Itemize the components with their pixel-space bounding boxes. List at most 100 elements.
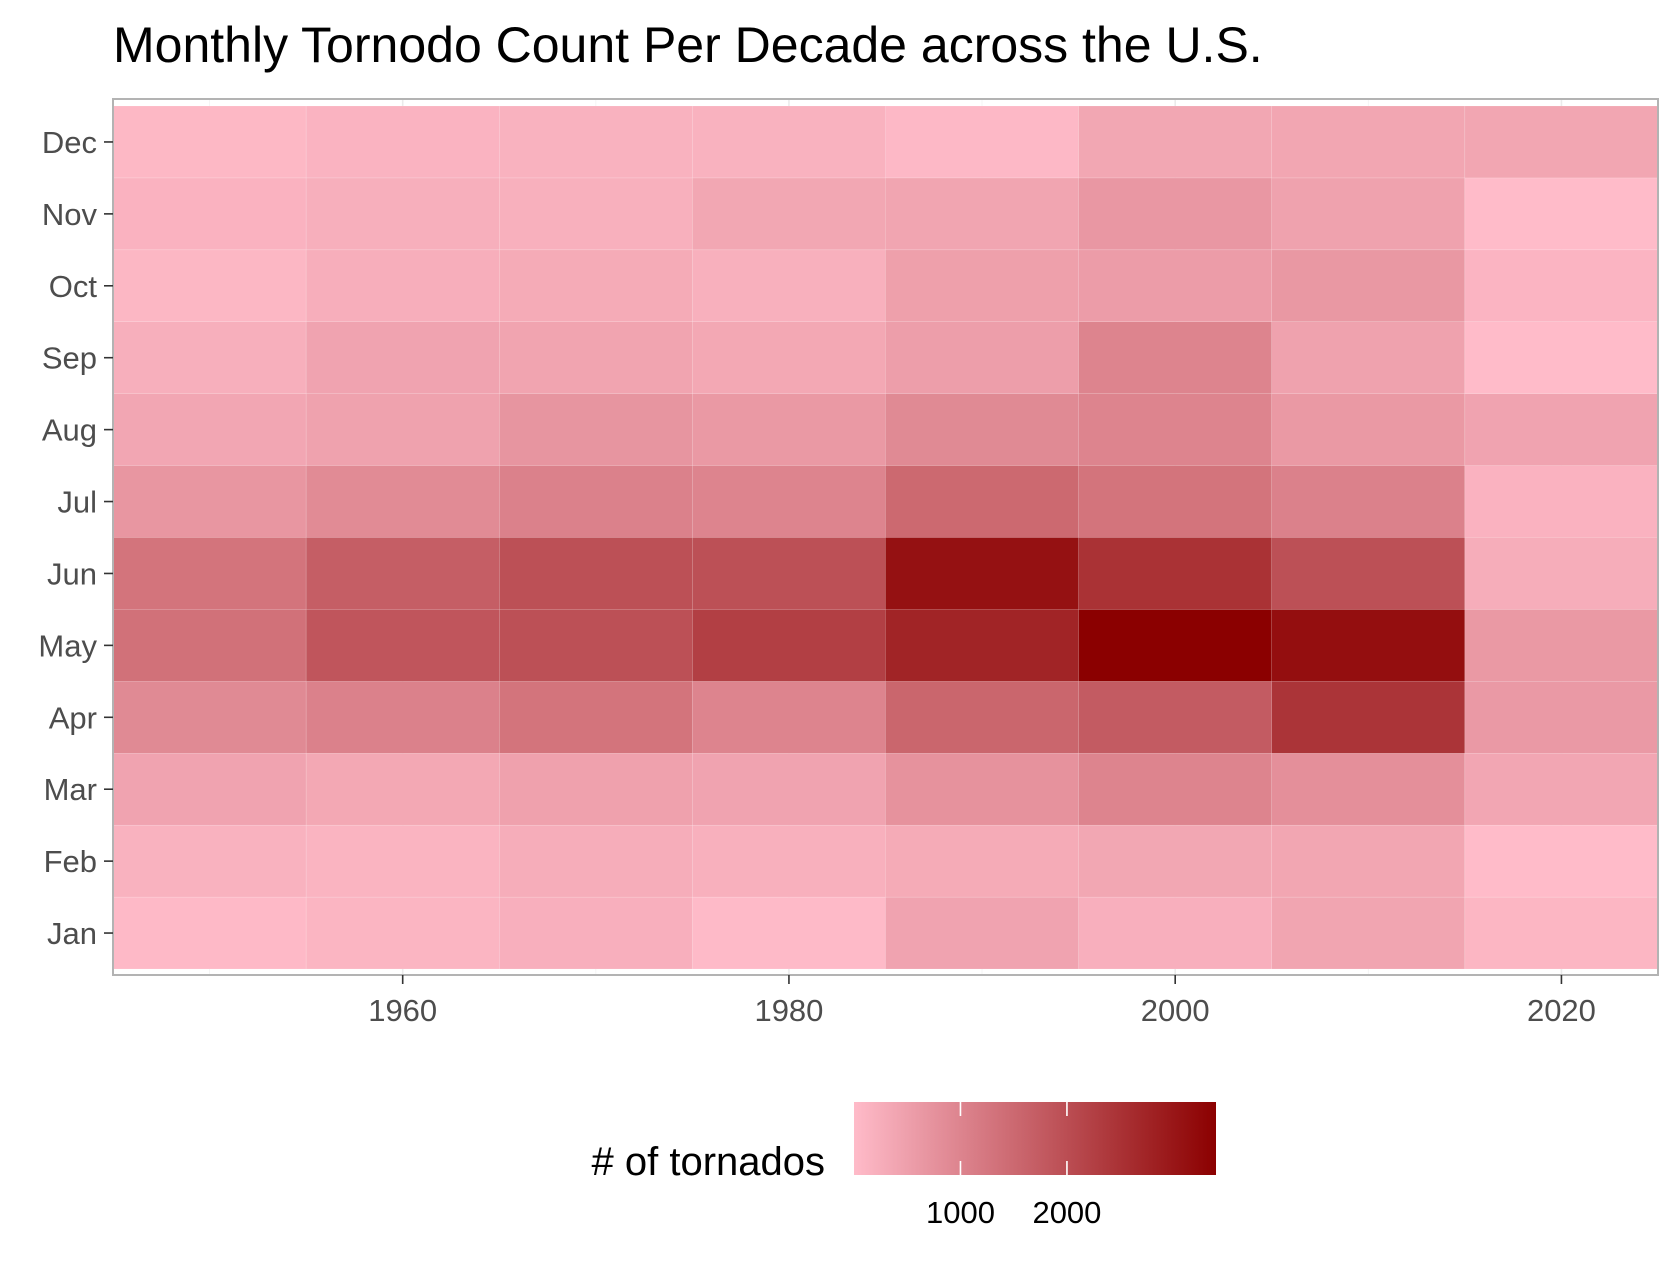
- heatmap-cell: Oct 2020s: 120: [1464, 249, 1659, 322]
- heatmap-cell: Nov 2010s: 460: [1271, 177, 1466, 251]
- x-tick-label: 2020: [1527, 993, 1596, 1028]
- y-tick-label: May: [38, 628, 97, 663]
- heatmap-cell: Feb 2000s: 370: [1078, 824, 1272, 898]
- heatmap-cell: Jun 1950s: 1300: [112, 537, 307, 610]
- heatmap-cell: Sep 2010s: 460: [1271, 321, 1466, 394]
- heatmap-cell: Apr 1970s: 1300: [499, 681, 693, 754]
- heatmap-cell: Dec 2010s: 390: [1271, 105, 1466, 179]
- heatmap-cell: Nov 1990s: 400: [885, 177, 1079, 251]
- heatmap-cell: Aug 1950s: 380: [112, 393, 307, 466]
- heatmap-cell: Dec 1960s: 140: [305, 105, 500, 179]
- heatmap-cell: Jun 2020s: 260: [1464, 537, 1659, 610]
- heatmap-cell: Jun 1970s: 1950: [499, 537, 693, 610]
- heatmap-cell: Dec 2000s: 370: [1078, 105, 1272, 179]
- chart-title: Monthly Tornodo Count Per Decade across …: [113, 17, 1263, 73]
- heatmap-cell: Feb 1990s: 300: [885, 824, 1079, 898]
- color-legend: # of tornados 1000 2000: [592, 1102, 1216, 1230]
- x-axis: 1960 1980 2000 2020: [368, 975, 1596, 1028]
- heatmap-cell: Aug 1960s: 460: [305, 393, 500, 466]
- heatmap-cell: Jun 1980s: 1950: [692, 537, 886, 610]
- heatmap-cell: Oct 2010s: 640: [1271, 249, 1466, 322]
- heatmap-cell: Apr 2000s: 1750: [1078, 681, 1272, 754]
- y-tick-label: Jun: [47, 556, 97, 591]
- heatmap-cell: Nov 1950s: 160: [112, 177, 307, 251]
- heatmap-cell: Nov 1960s: 220: [305, 177, 500, 251]
- heatmap-cell: Dec 1990s: 50: [885, 105, 1079, 179]
- heatmap-cell: Sep 1950s: 220: [112, 321, 307, 394]
- y-axis: Jan Feb Mar Apr May Jun Jul Aug Sep Oct Nov Dec: [38, 125, 113, 951]
- heatmap-cell: Nov 2000s: 650: [1078, 177, 1272, 251]
- y-tick-label: Feb: [44, 844, 97, 879]
- heatmap-cell: Mar 1980s: 430: [692, 753, 886, 826]
- heatmap-cell: Aug 1980s: 620: [692, 393, 886, 466]
- heatmap-cell: Nov 2020s: 0: [1464, 177, 1659, 251]
- heatmap-cell: Sep 2020s: 0: [1464, 321, 1659, 394]
- legend-tick-label: 1000: [926, 1195, 995, 1230]
- heatmap-cell: Mar 2000s: 1000: [1078, 753, 1272, 826]
- heatmap-cell: Oct 1970s: 300: [499, 249, 693, 322]
- heatmap-cell: Dec 1970s: 170: [499, 105, 693, 179]
- heatmap-cell: Sep 1980s: 350: [692, 321, 886, 394]
- heatmap-cell: Mar 2020s: 380: [1464, 753, 1659, 826]
- heatmap-cell: Mar 1970s: 480: [499, 753, 693, 826]
- y-tick-label: Oct: [49, 269, 98, 304]
- heatmap-cell: Apr 1990s: 1550: [885, 681, 1079, 754]
- y-tick-label: Apr: [49, 700, 97, 735]
- heatmap-cell: May 1970s: 1950: [499, 609, 693, 682]
- heatmap-cell: May 1960s: 1850: [305, 609, 500, 682]
- x-tick-label: 2000: [1141, 993, 1210, 1028]
- heatmap-cell: Oct 1990s: 500: [885, 249, 1079, 322]
- heatmap-cell: Oct 2000s: 560: [1078, 249, 1272, 322]
- heatmap-cell: Dec 1950s: 60: [112, 105, 307, 179]
- heatmap-cell: Aug 2010s: 620: [1271, 393, 1466, 466]
- heatmap-cell: Jan 1970s: 210: [499, 896, 693, 970]
- legend-colorbar: [854, 1102, 1216, 1175]
- heatmap-cell: Jul 2020s: 160: [1464, 465, 1659, 538]
- heatmap-cell: Mar 1960s: 350: [305, 753, 500, 826]
- heatmap-cell: Jun 1990s: 3100: [885, 537, 1079, 610]
- heatmap-cell: Apr 1980s: 1000: [692, 681, 886, 754]
- heatmap-cell: Feb 1980s: 200: [692, 824, 886, 898]
- heatmap-cell: Aug 1970s: 690: [499, 393, 693, 466]
- x-tick-label: 1960: [368, 993, 437, 1028]
- heatmap-cell: May 1950s: 1350: [112, 609, 307, 682]
- heatmap-cell: Mar 1950s: 430: [112, 753, 307, 826]
- y-tick-label: Sep: [42, 341, 97, 376]
- heatmap-cell: Feb 1960s: 135: [305, 824, 500, 898]
- heatmap-cell: Apr 2010s: 2450: [1271, 681, 1466, 754]
- heatmap-cell: Mar 1990s: 740: [885, 753, 1079, 826]
- heatmap-cell: Apr 1960s: 1050: [305, 681, 500, 754]
- heatmap-cell: Jul 1990s: 1500: [885, 465, 1079, 538]
- heatmap-cell: May 2020s: 620: [1464, 609, 1659, 682]
- heatmap-cell: Sep 1990s: 520: [885, 321, 1079, 394]
- legend-tick-label: 2000: [1032, 1195, 1101, 1230]
- heatmap-cell: Aug 2000s: 1000: [1078, 393, 1272, 466]
- heatmap-cell: Nov 1980s: 370: [692, 177, 886, 251]
- y-tick-label: Dec: [42, 125, 97, 160]
- heatmap-cell: Sep 2000s: 1000: [1078, 321, 1272, 394]
- heatmap-cell: Jul 2010s: 1050: [1271, 465, 1466, 538]
- heatmap-cell: Oct 1960s: 230: [305, 249, 500, 322]
- heatmap-cell: Jan 1990s: 430: [885, 896, 1079, 970]
- heatmap-cell: Jan 2020s: 100: [1464, 896, 1659, 970]
- heatmap-cell: May 1990s: 2750: [885, 609, 1079, 682]
- heatmap-cell: Aug 2020s: 430: [1464, 393, 1659, 466]
- y-tick-label: Mar: [44, 772, 97, 807]
- heatmap-cell: Oct 1950s: 80: [112, 249, 307, 322]
- heatmap-cell: Jul 1960s: 880: [305, 465, 500, 538]
- heatmap-cell: Jun 2010s: 1950: [1271, 537, 1466, 610]
- heatmap-cell: Apr 2020s: 610: [1464, 681, 1659, 754]
- heatmap-cell: Jan 1960s: 110: [305, 896, 500, 970]
- plot-panel: Jan 1950s: 35Feb 1950s: 170Mar 1950s: 43…: [112, 98, 1659, 976]
- y-tick-label: Nov: [42, 197, 98, 232]
- heatmap-cell: Jul 2000s: 1300: [1078, 465, 1272, 538]
- heatmap-cell: Jan 1950s: 35: [112, 896, 307, 970]
- heatmap-cell: Jan 2010s: 400: [1271, 896, 1466, 970]
- heatmap-cell: Dec 2020s: 390: [1464, 105, 1659, 179]
- heatmap-cell: Apr 1950s: 900: [112, 681, 307, 754]
- heatmap-cell: Oct 1980s: 200: [692, 249, 886, 322]
- heatmap-cell: May 2010s: 3150: [1271, 609, 1466, 682]
- heatmap-cell: May 2000s: 3400: [1078, 609, 1272, 682]
- x-tick-label: 1980: [754, 993, 823, 1028]
